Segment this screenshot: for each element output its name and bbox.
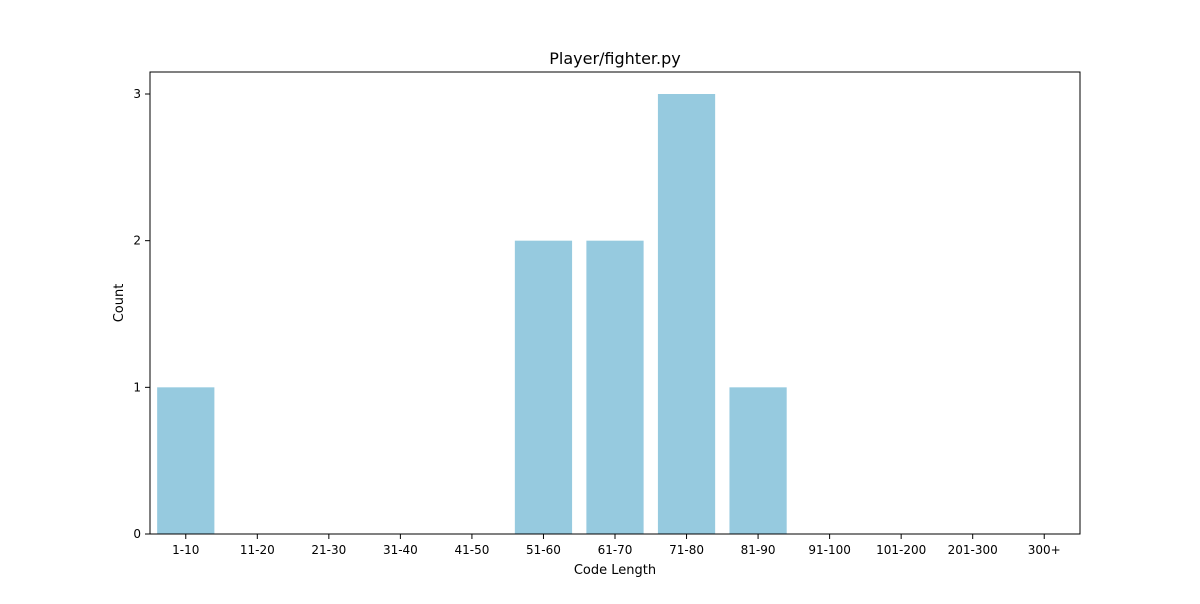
x-tick-label: 21-30 (311, 543, 346, 557)
y-tick-label: 2 (133, 234, 141, 248)
x-tick-label: 71-80 (669, 543, 704, 557)
chart-title: Player/fighter.py (549, 49, 681, 68)
x-axis-label: Code Length (574, 563, 656, 578)
y-tick-label: 0 (133, 527, 141, 541)
y-tick-label: 1 (133, 380, 141, 394)
bar (657, 94, 716, 534)
x-tick-label: 31-40 (383, 543, 418, 557)
bar (157, 387, 215, 534)
x-tick-label: 1-10 (172, 543, 199, 557)
y-tick-label: 3 (133, 87, 141, 101)
x-tick-label: 91-100 (808, 543, 851, 557)
x-tick-label: 201-300 (948, 543, 998, 557)
x-tick-label: 61-70 (598, 543, 633, 557)
bar (514, 240, 573, 535)
x-axis-ticks: 1-10 11-20 21-30 31-40 41-50 51-60 61-70 71-80 8… (172, 534, 1061, 557)
x-tick-label: 81-90 (741, 543, 776, 557)
y-axis-ticks: 0 1 2 3 (133, 87, 150, 541)
bars-group (157, 94, 787, 535)
bar (586, 240, 644, 535)
x-tick-label: 41-50 (454, 543, 489, 557)
x-tick-label: 300+ (1028, 543, 1061, 557)
x-tick-label: 101-200 (876, 543, 926, 557)
bar (729, 387, 787, 534)
x-tick-label: 11-20 (240, 543, 275, 557)
y-axis-label: Count (112, 284, 127, 323)
x-tick-label: 51-60 (526, 543, 561, 557)
plot-frame (149, 71, 1081, 535)
